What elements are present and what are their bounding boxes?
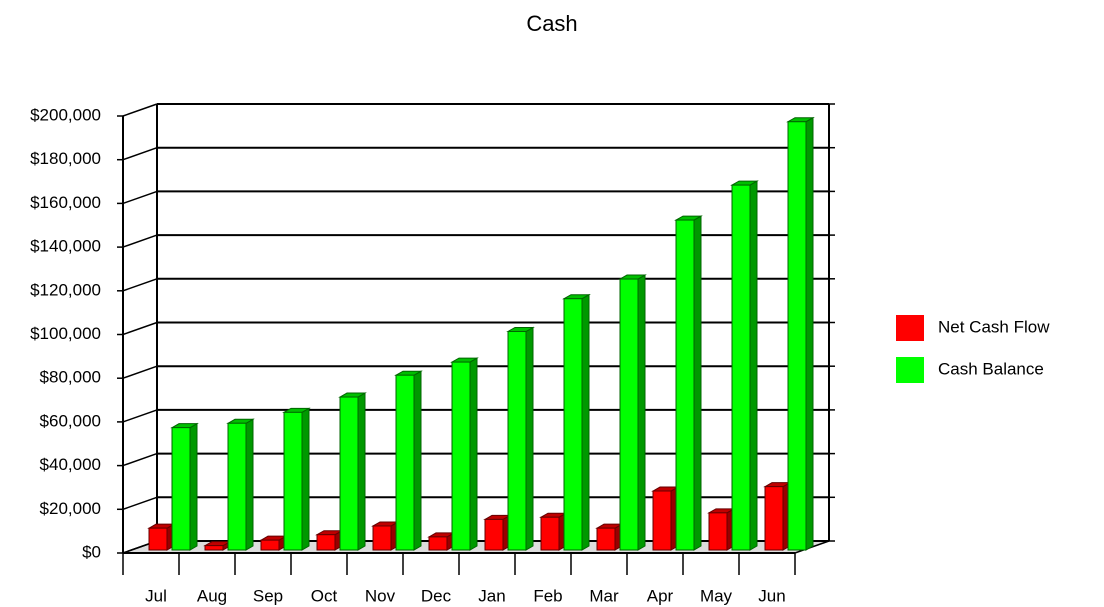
bar-side: [413, 370, 422, 551]
y-tick-label: $140,000: [30, 237, 101, 256]
bar: [596, 527, 616, 551]
chart-title: Cash: [526, 11, 577, 36]
bar-side: [245, 418, 254, 551]
y-tick-label: $160,000: [30, 193, 101, 212]
bar: [260, 539, 280, 551]
x-tick-label: Jun: [758, 586, 785, 605]
bar: [675, 219, 695, 551]
bar: [372, 525, 392, 551]
y-tick-label: $0: [82, 542, 101, 561]
bar: [171, 427, 191, 551]
bar: [339, 396, 359, 551]
bar: [148, 527, 168, 551]
bar: [316, 534, 336, 551]
x-tick-label: Mar: [589, 586, 619, 605]
y-tick-depth: [122, 409, 158, 423]
y-tick-depth: [122, 234, 158, 248]
bar: [484, 518, 504, 551]
x-tick-label: Sep: [253, 586, 283, 605]
y-tick-label: $40,000: [40, 455, 101, 474]
x-tick-label: Apr: [647, 586, 674, 605]
y-tick-depth: [122, 452, 158, 467]
x-tick-label: Oct: [311, 586, 338, 605]
y-tick-label: $20,000: [40, 499, 101, 518]
bar: [652, 490, 672, 551]
legend-label: Cash Balance: [938, 359, 1044, 378]
y-tick-label: $80,000: [40, 368, 101, 387]
legend-label: Net Cash Flow: [938, 317, 1050, 336]
y-tick-label: $120,000: [30, 280, 101, 299]
legend-swatch: [896, 357, 924, 383]
y-tick-depth: [122, 496, 158, 511]
legend-swatch: [896, 315, 924, 341]
x-tick-label: Jul: [145, 586, 167, 605]
x-tick-label: Nov: [365, 586, 396, 605]
bar: [227, 422, 247, 551]
bar: [731, 184, 751, 551]
bar: [619, 278, 639, 551]
bar: [764, 486, 784, 551]
bar: [283, 411, 303, 551]
y-tick-depth: [122, 190, 158, 205]
y-tick-depth: [122, 146, 158, 161]
bar: [507, 331, 527, 551]
x-tick-label: Aug: [197, 586, 227, 605]
bar: [428, 536, 448, 551]
y-tick-label: $180,000: [30, 149, 101, 168]
y-tick-label: $200,000: [30, 105, 101, 124]
y-tick-depth: [122, 103, 158, 117]
bar: [563, 298, 583, 551]
bar-side: [749, 180, 758, 551]
bar-side: [693, 215, 702, 551]
x-tick-label: Dec: [421, 586, 452, 605]
bar-side: [357, 392, 366, 551]
bar-side: [637, 274, 646, 551]
bar: [540, 516, 560, 551]
bar: [395, 374, 415, 551]
bar: [787, 121, 807, 551]
bar: [204, 545, 224, 551]
y-tick-depth: [122, 365, 158, 379]
bar-side: [581, 293, 590, 551]
bar: [708, 512, 728, 551]
bar-side: [469, 357, 478, 551]
x-tick-label: May: [700, 586, 733, 605]
bar: [451, 361, 471, 551]
bar-side: [525, 326, 534, 551]
bar-side: [189, 422, 198, 551]
x-tick-label: Feb: [533, 586, 562, 605]
y-tick-label: $60,000: [40, 411, 101, 430]
bar-side: [301, 407, 310, 551]
x-tick-label: Jan: [478, 586, 505, 605]
bar-side: [805, 116, 814, 551]
y-tick-depth: [122, 321, 158, 336]
y-tick-depth: [122, 278, 158, 292]
y-tick-label: $100,000: [30, 324, 101, 343]
